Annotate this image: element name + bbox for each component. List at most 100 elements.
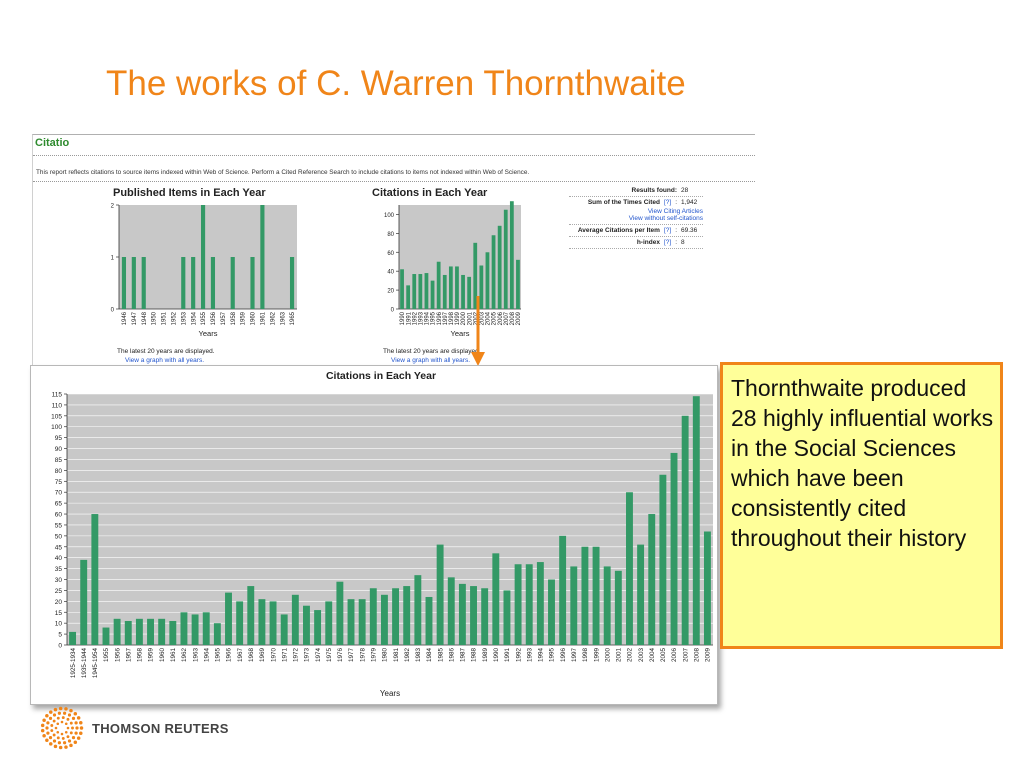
- x-tick-label: 1960: [159, 648, 166, 663]
- logo-dot: [48, 736, 53, 740]
- x-tick-label: 1955: [103, 648, 110, 663]
- x-axis-label: Years: [380, 689, 400, 698]
- logo-dot: [63, 741, 67, 745]
- y-tick-label: 30: [55, 577, 63, 584]
- x-tick-label: 2005: [660, 648, 667, 663]
- x-tick-label: 1990: [400, 311, 406, 325]
- bar: [380, 594, 388, 645]
- divider: [33, 181, 755, 182]
- logo-dot: [49, 710, 53, 714]
- bar: [592, 546, 600, 645]
- x-tick-label: 2003: [638, 648, 645, 663]
- view-without-self-citations-link[interactable]: View without self-citations: [569, 215, 703, 225]
- x-tick-label: 1956: [211, 311, 217, 325]
- x-tick-label: 1948: [142, 311, 148, 325]
- x-tick-label: 1959: [241, 311, 247, 325]
- bar: [113, 618, 121, 645]
- bar: [448, 266, 453, 309]
- bar: [503, 590, 511, 645]
- logo-dot: [45, 738, 49, 743]
- x-tick-label: 2004: [649, 648, 656, 663]
- logo-dot: [61, 736, 65, 740]
- help-link[interactable]: [?]: [663, 239, 672, 246]
- bar: [425, 596, 433, 645]
- y-tick-label: 60: [387, 251, 394, 257]
- bar: [447, 577, 455, 645]
- x-tick-label: 1988: [471, 648, 478, 663]
- bar: [250, 257, 255, 309]
- bar: [581, 546, 589, 645]
- y-tick-label: 70: [55, 490, 63, 497]
- help-link[interactable]: [?]: [663, 227, 672, 234]
- y-tick-label: 90: [55, 446, 63, 453]
- x-tick-label: 1999: [593, 648, 600, 663]
- x-tick-label: 2005: [492, 311, 498, 325]
- published-all-years-link[interactable]: View a graph with all years.: [125, 357, 205, 364]
- x-tick-label: 1991: [406, 311, 412, 325]
- bar: [369, 588, 377, 645]
- bar: [289, 257, 295, 309]
- bar: [180, 612, 188, 645]
- chart-title: Citations in Each Year: [326, 370, 436, 382]
- logo-dot: [53, 707, 58, 712]
- logo-dot: [64, 707, 68, 711]
- x-axis-label: Years: [451, 329, 470, 338]
- stat-label: h-index: [636, 239, 660, 246]
- logo-dot: [52, 739, 57, 743]
- x-tick-label: 1992: [412, 311, 418, 325]
- bar: [503, 209, 508, 309]
- x-tick-label: 1961: [260, 311, 266, 325]
- bar: [247, 586, 255, 645]
- bar: [210, 257, 216, 309]
- x-tick-label: 1956: [114, 648, 121, 663]
- x-tick-label: 1954: [191, 311, 197, 325]
- x-tick-label: 1977: [348, 648, 355, 663]
- x-tick-label: 2008: [510, 311, 516, 325]
- bar: [69, 631, 77, 645]
- view-citing-articles-link[interactable]: View Citing Articles: [647, 208, 703, 215]
- bar: [269, 601, 277, 645]
- x-tick-label: 1997: [443, 311, 449, 325]
- x-tick-label: 1993: [526, 648, 533, 663]
- x-tick-label: 1973: [304, 648, 311, 663]
- bar: [692, 396, 700, 645]
- x-tick-label: 1970: [270, 648, 277, 663]
- report-stats: Results found: 28 Sum of the Times Cited…: [569, 185, 703, 249]
- stat-label: Sum of the Times Cited: [587, 199, 660, 206]
- bar: [442, 274, 447, 309]
- bar: [418, 274, 423, 309]
- bar: [455, 266, 459, 309]
- bar: [202, 612, 210, 645]
- y-tick-label: 100: [384, 213, 395, 219]
- x-tick-label: 1995: [549, 648, 556, 663]
- logo-dot: [79, 720, 83, 725]
- x-tick-label: 2009: [516, 311, 522, 325]
- x-tick-label: 1925-1934: [70, 648, 77, 679]
- x-tick-label: 1959: [148, 648, 155, 663]
- citations-all-years-link[interactable]: View a graph with all years.: [391, 357, 471, 364]
- bar: [392, 588, 400, 645]
- logo-dot: [64, 745, 68, 749]
- stat-sum-times-cited: Sum of the Times Cited [?]: 1,942: [569, 197, 703, 208]
- y-tick-label: 2: [111, 204, 115, 210]
- bar: [648, 514, 656, 645]
- x-tick-label: 1996: [437, 311, 443, 325]
- logo-dot: [64, 730, 68, 734]
- y-tick-label: 40: [387, 270, 394, 276]
- stat-value: 1,942: [681, 199, 698, 206]
- x-tick-label: 1968: [248, 648, 255, 663]
- bar: [236, 601, 244, 645]
- x-tick-label: 1955: [201, 311, 207, 325]
- bar: [481, 588, 489, 645]
- x-tick-label: 1953: [181, 311, 187, 325]
- bar: [121, 257, 127, 309]
- logo-dot: [64, 722, 68, 726]
- bar: [614, 570, 622, 645]
- bar: [303, 605, 310, 645]
- bar: [570, 566, 578, 645]
- bar: [491, 235, 496, 309]
- logo-dot: [45, 726, 49, 730]
- bar: [424, 273, 429, 309]
- help-link[interactable]: [?]: [663, 199, 672, 206]
- bar: [536, 562, 544, 645]
